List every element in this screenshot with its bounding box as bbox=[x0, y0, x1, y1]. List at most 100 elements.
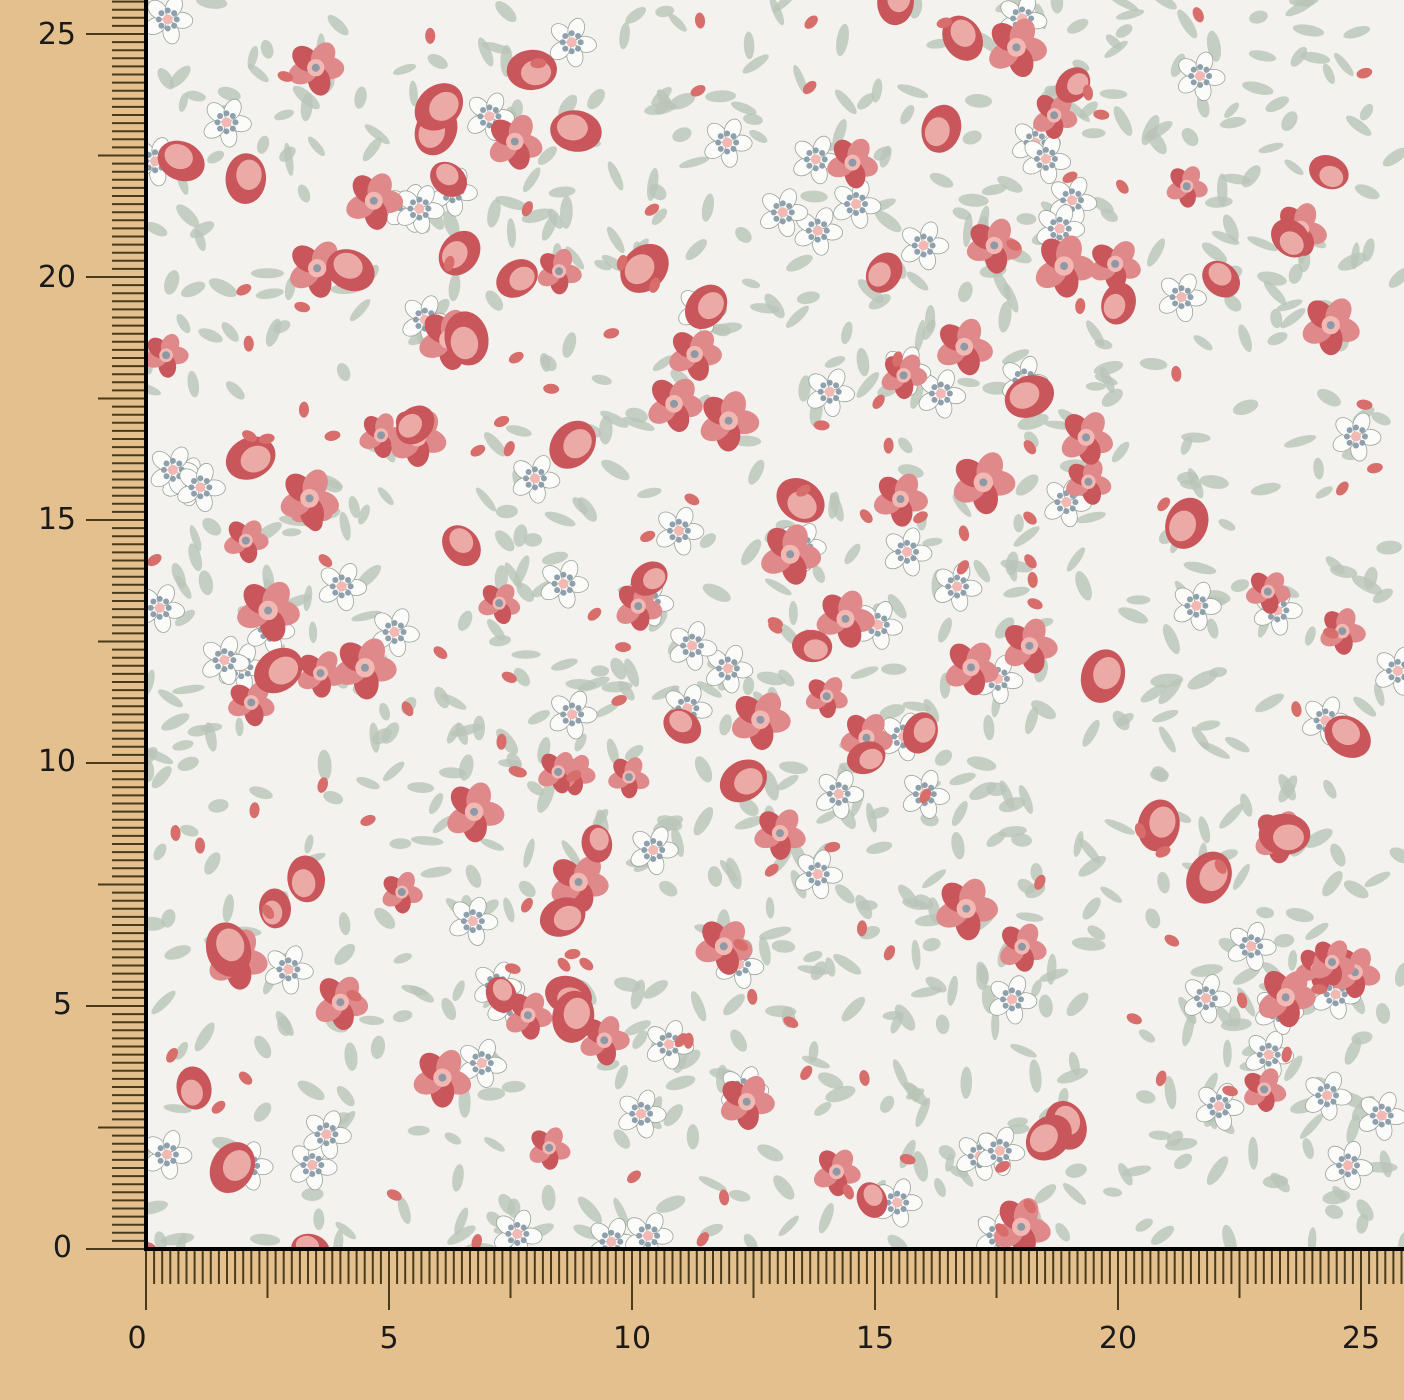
leaf bbox=[432, 815, 453, 834]
bottom-label: 15 bbox=[856, 1321, 894, 1356]
leaf bbox=[198, 570, 214, 596]
leaf bbox=[1031, 700, 1056, 720]
leaf bbox=[618, 680, 635, 701]
leaf bbox=[903, 1081, 928, 1106]
leaf bbox=[1270, 1172, 1290, 1193]
leaf bbox=[880, 1095, 895, 1113]
leaf bbox=[446, 723, 461, 744]
leaf bbox=[1288, 263, 1303, 284]
leaf bbox=[1248, 50, 1277, 62]
leaf bbox=[428, 792, 444, 815]
leaf bbox=[1057, 1068, 1089, 1084]
leaf bbox=[254, 1035, 272, 1059]
leaf bbox=[151, 766, 172, 789]
leaf bbox=[154, 1231, 167, 1250]
leaf bbox=[1199, 475, 1229, 489]
leaf bbox=[255, 288, 284, 299]
left-label: 15 bbox=[38, 502, 76, 537]
leaf bbox=[401, 984, 428, 996]
left-label: 5 bbox=[53, 987, 72, 1022]
leaf bbox=[779, 761, 808, 774]
leaf bbox=[778, 669, 795, 687]
leaf bbox=[1247, 236, 1278, 252]
leaf bbox=[1224, 294, 1242, 312]
leaf bbox=[1039, 968, 1069, 982]
leaf bbox=[1151, 0, 1177, 10]
leaf bbox=[189, 525, 202, 552]
leaf bbox=[523, 838, 535, 868]
leaf bbox=[1195, 720, 1221, 731]
leaf bbox=[735, 227, 752, 243]
leaf bbox=[1138, 1029, 1156, 1043]
leaf bbox=[194, 1022, 215, 1052]
leaf bbox=[452, 980, 465, 1002]
leaf bbox=[816, 810, 838, 824]
leaf bbox=[1232, 966, 1261, 985]
leaf bbox=[743, 31, 755, 60]
leaf bbox=[1290, 46, 1308, 67]
leaf bbox=[356, 777, 380, 790]
leaf bbox=[382, 761, 405, 782]
leaf bbox=[910, 986, 943, 998]
floral-pattern bbox=[146, 0, 1404, 1250]
leaf bbox=[644, 101, 677, 115]
leaf bbox=[260, 39, 274, 59]
leaf bbox=[333, 1229, 344, 1250]
leaf bbox=[513, 667, 531, 687]
leaf bbox=[1371, 412, 1391, 426]
leaf bbox=[1228, 1006, 1241, 1028]
leaf bbox=[742, 676, 755, 696]
leaf bbox=[379, 702, 391, 721]
leaf bbox=[153, 843, 167, 861]
leaf bbox=[370, 1035, 386, 1059]
leaf bbox=[574, 733, 587, 752]
leaf bbox=[561, 840, 581, 867]
leaf bbox=[832, 118, 847, 148]
leaf bbox=[389, 838, 412, 850]
leaf bbox=[743, 1233, 758, 1250]
leaf bbox=[824, 356, 846, 368]
leaf bbox=[613, 1197, 629, 1227]
leaf bbox=[622, 416, 655, 431]
leaf bbox=[1164, 1075, 1177, 1110]
leaf bbox=[1104, 819, 1136, 835]
leaf bbox=[663, 1104, 684, 1127]
leaf bbox=[594, 259, 612, 271]
leaf bbox=[503, 897, 515, 923]
leaf bbox=[601, 459, 630, 481]
leaf bbox=[1181, 432, 1211, 443]
leaf bbox=[894, 1004, 916, 1031]
leaf bbox=[506, 218, 516, 248]
leaf bbox=[1173, 1153, 1193, 1170]
leaf bbox=[887, 594, 907, 619]
leaf bbox=[817, 1072, 844, 1089]
leaf bbox=[962, 130, 982, 145]
leaf bbox=[364, 124, 390, 145]
leaf bbox=[719, 859, 738, 882]
leaf bbox=[336, 362, 351, 382]
leaf bbox=[756, 671, 786, 686]
leaf bbox=[800, 190, 828, 203]
leaf bbox=[1101, 388, 1123, 407]
leaf bbox=[487, 198, 501, 228]
leaf bbox=[208, 278, 238, 298]
leaf bbox=[1350, 242, 1360, 270]
leaf bbox=[1076, 511, 1106, 524]
leaf bbox=[541, 551, 569, 565]
leaf bbox=[696, 681, 722, 698]
leaf bbox=[856, 347, 870, 377]
leaf bbox=[1343, 25, 1371, 39]
leaf bbox=[202, 517, 222, 536]
leaf bbox=[707, 866, 723, 887]
leaf bbox=[513, 524, 528, 547]
leaf bbox=[594, 702, 619, 718]
leaf bbox=[349, 299, 371, 322]
leaf bbox=[527, 781, 544, 796]
leaf bbox=[798, 375, 811, 402]
leaf bbox=[1346, 115, 1372, 136]
leaf bbox=[1118, 1163, 1133, 1186]
leaf bbox=[976, 964, 989, 990]
leaf bbox=[991, 1009, 1000, 1041]
leaf bbox=[1263, 280, 1287, 305]
leaf bbox=[879, 704, 906, 719]
